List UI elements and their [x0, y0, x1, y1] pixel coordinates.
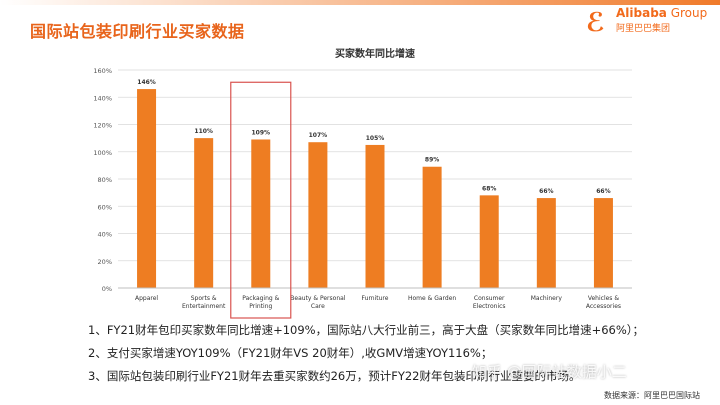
x-tick-label: Care	[311, 303, 325, 310]
bar	[479, 195, 499, 288]
bar-chart: 买家数年同比增速 0% 20% 40% 60% 80% 100% 120% 140% 160% 14…	[93, 47, 632, 319]
y-tick-label: 0%	[102, 285, 112, 293]
logo-group: Group	[666, 6, 708, 20]
y-tick-label: 100%	[93, 149, 112, 157]
x-tick-label: Furniture	[362, 295, 389, 302]
x-tick-label: Sports &	[191, 295, 217, 302]
alibaba-group-logo: ℰ Alibaba Group 阿里巴巴集团	[586, 4, 707, 40]
bar	[422, 166, 442, 288]
data-label: 66%	[596, 188, 610, 195]
x-tick-label: Machinery	[531, 295, 563, 302]
y-tick-label: 20%	[98, 258, 112, 266]
data-source: 数据来源：阿里巴巴国际站	[604, 391, 700, 400]
bar	[536, 198, 556, 288]
watermark: 知乎 @国际站数据小二	[472, 363, 627, 381]
data-label: 107%	[309, 132, 328, 139]
x-tick-label: Printing	[249, 303, 272, 310]
data-label: 109%	[252, 129, 271, 136]
y-tick-label: 80%	[98, 176, 112, 184]
chart-title: 买家数年同比增速	[335, 47, 415, 60]
note-item: 1、FY21财年包印买家数年同比增速+109%，国际站八大行业前三，高于大盘（买…	[88, 323, 645, 337]
x-tick-label: Home & Garden	[408, 295, 456, 302]
x-tick-label: Vehicles &	[588, 295, 619, 302]
data-label: 110%	[194, 128, 213, 135]
note-item: 3、国际站包装印刷行业FY21财年去重买家数约26万，预计FY22财年包装印刷行…	[88, 369, 581, 383]
notes-list: 1、FY21财年包印买家数年同比增速+109%，国际站八大行业前三，高于大盘（买…	[88, 320, 644, 389]
bar	[308, 142, 328, 288]
bar	[251, 139, 271, 288]
y-tick-label: 160%	[93, 67, 112, 75]
data-label: 66%	[539, 188, 553, 195]
logo-chinese-name: 阿里巴巴集团	[616, 24, 671, 34]
bar	[593, 198, 613, 288]
x-tick-label: Accessories	[586, 303, 621, 310]
logo-wordmark: Alibaba Group	[616, 6, 707, 20]
x-tick-label: Consumer	[474, 295, 505, 302]
bar	[365, 144, 385, 288]
data-label: 105%	[366, 135, 385, 142]
header-accent-rule	[0, 0, 720, 5]
y-tick-label: 140%	[93, 94, 112, 102]
x-tick-label: Packaging &	[242, 295, 279, 302]
x-tick-label: Beauty & Personal	[290, 295, 346, 302]
y-tick-label: 60%	[98, 203, 112, 211]
note-item: 2、支付买家增速YOY109%（FY21财年VS 20财年）,收GMV增速YOY…	[88, 346, 493, 360]
y-tick-label: 40%	[98, 231, 112, 239]
highlight-box	[230, 81, 292, 319]
bar	[137, 89, 157, 288]
data-label: 68%	[482, 185, 496, 192]
data-label: 146%	[137, 79, 156, 86]
x-tick-label: Entertainment	[182, 303, 226, 310]
y-tick-label: 120%	[93, 122, 112, 130]
logo-brand: Alibaba	[616, 6, 667, 20]
page-title: 国际站包装印刷行业买家数据	[30, 22, 245, 41]
x-tick-label: Electronics	[473, 303, 506, 310]
bar	[194, 138, 214, 288]
x-tick-label: Apparel	[135, 295, 158, 302]
data-label: 89%	[425, 157, 439, 164]
alibaba-logo-icon: ℰ	[586, 8, 605, 38]
